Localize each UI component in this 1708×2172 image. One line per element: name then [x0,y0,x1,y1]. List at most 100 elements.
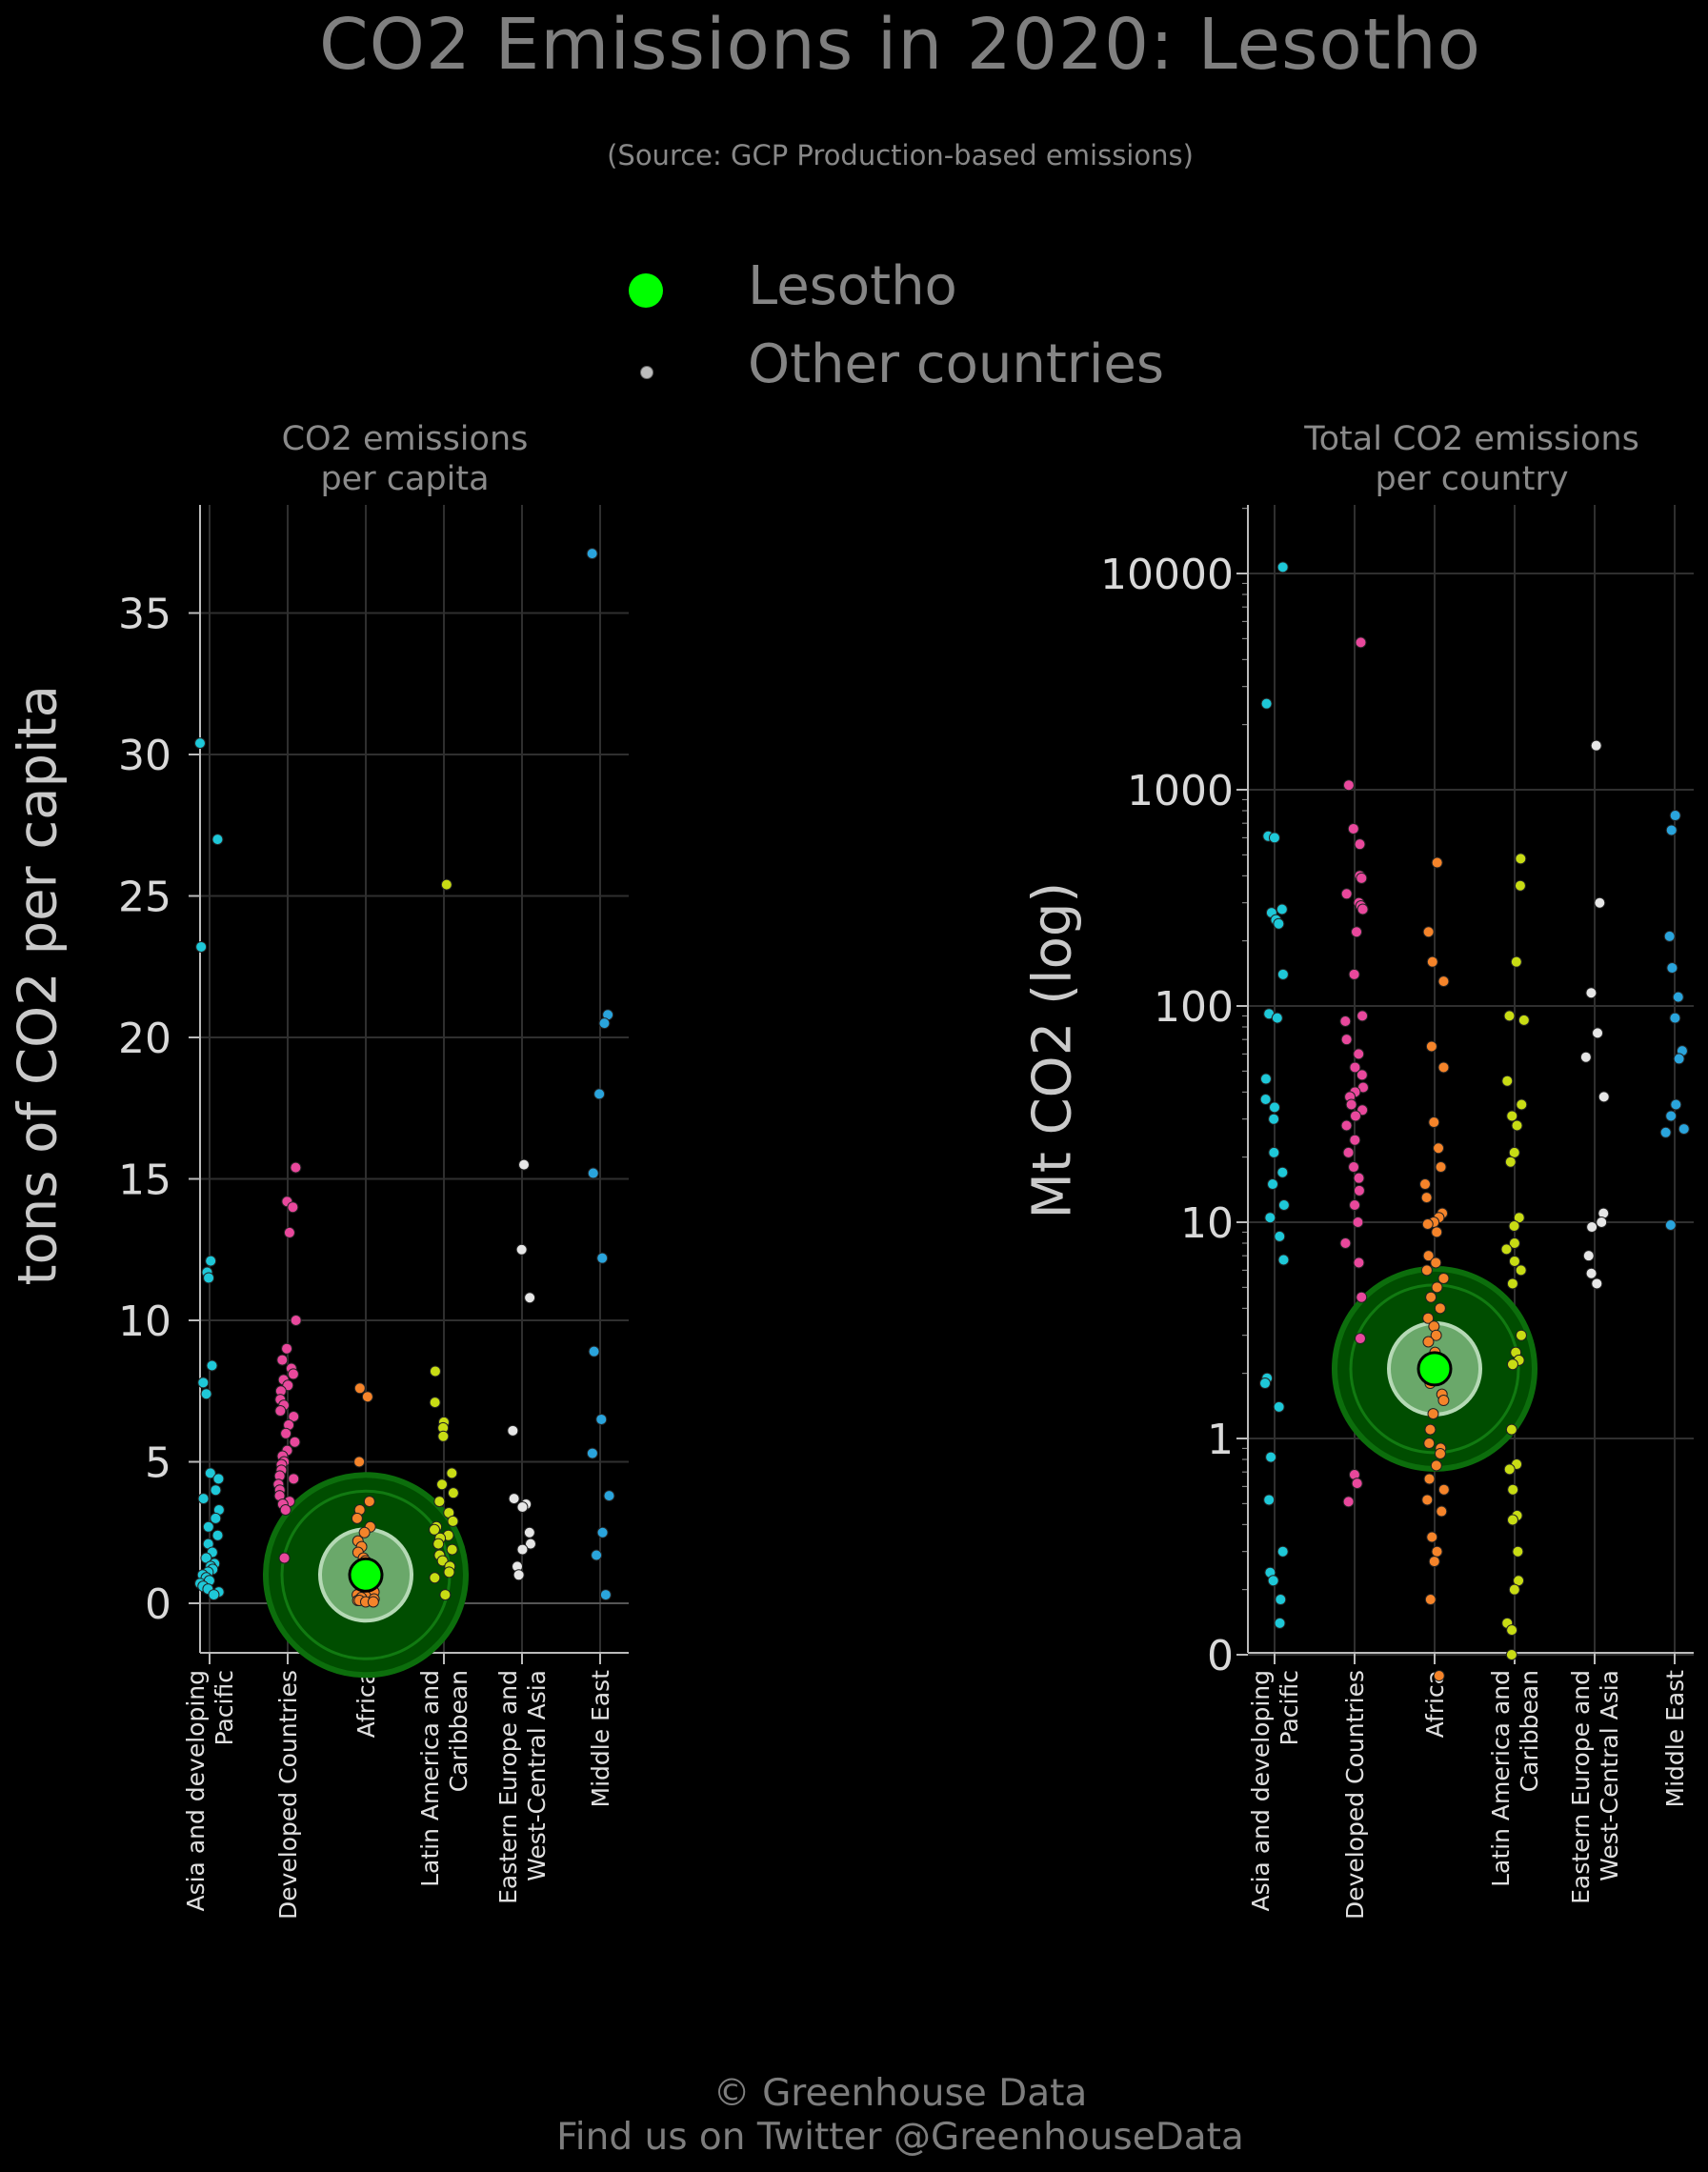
point-developed-countries [287,1201,299,1214]
panel-per-capita: 0 5 10 15 20 25 30 35 Asia and developingPacific… [118,505,629,1920]
point-developed-countries [1353,1048,1365,1060]
point-developed-countries [278,1552,291,1564]
point-latin-america-and-caribbean [437,1430,450,1442]
point-latin-america-and-caribbean [1506,1358,1518,1371]
tick-label-y-5: 5 [145,1439,171,1488]
point-developed-countries [274,1405,287,1418]
point-developed-countries [288,1473,300,1485]
point-asia-and-developing-pacific [1268,1101,1280,1114]
point-asia-and-developing-pacific [211,1529,224,1541]
point-asia-and-developing-pacific [1268,1146,1280,1158]
tick-label-x-middle-east: Middle East [587,1670,614,1808]
point-africa [361,1391,373,1403]
tick-label-y-1000: 1000 [1127,767,1234,815]
point-africa [1434,1448,1446,1460]
point-latin-america-and-caribbean [1513,1212,1525,1224]
tick-label-x-africa: Africa [352,1670,380,1738]
point-developed-countries [1349,1061,1361,1074]
point-latin-america-and-caribbean [1500,1243,1513,1256]
point-middle-east [1665,1110,1678,1122]
tick-label-x-latin-america-and-caribbean: Latin America andCaribbean [1487,1670,1543,1887]
point-middle-east [591,1549,603,1561]
point-africa [1430,1329,1442,1341]
point-eastern-europe-and-west-central-asia [1590,739,1602,752]
point-developed-countries [1356,872,1368,884]
panel-title-total-line1: Total CO2 emissions [1304,420,1639,458]
point-middle-east [1669,1012,1681,1024]
tick-label-x-africa: Africa [1421,1670,1449,1738]
point-developed-countries [1347,822,1359,835]
point-developed-countries [1356,903,1369,915]
point-latin-america-and-caribbean [1514,879,1526,892]
point-latin-america-and-caribbean [1515,853,1527,865]
point-eastern-europe-and-west-central-asia [524,1538,536,1550]
tick-label-y-15: 15 [118,1156,171,1205]
legend-other-label: Other countries [748,333,1165,395]
point-eastern-europe-and-west-central-asia [1585,1267,1597,1279]
point-africa [1424,1594,1437,1606]
point-developed-countries [1355,1333,1367,1345]
point-asia-and-developing-pacific [1276,1166,1289,1178]
point-middle-east [593,1088,606,1100]
point-africa [1433,1142,1445,1155]
point-developed-countries [1345,1098,1357,1111]
point-africa [1420,1192,1433,1204]
point-latin-america-and-caribbean [439,1589,452,1601]
point-africa [1428,1116,1440,1129]
point-eastern-europe-and-west-central-asia [518,1158,531,1171]
point-latin-america-and-caribbean [1510,955,1522,968]
point-asia-and-developing-pacific [210,1484,222,1497]
point-developed-countries [279,1503,291,1516]
point-africa [1433,1669,1445,1681]
point-middle-east [587,1167,599,1179]
tick-label-y-30: 30 [118,732,171,780]
tick-label-y-10: 10 [118,1297,171,1346]
point-developed-countries [1340,888,1353,900]
point-africa [1425,1040,1437,1053]
point-developed-countries [290,1161,302,1174]
point-latin-america-and-caribbean [1508,1237,1520,1249]
point-middle-east [586,548,598,560]
point-latin-america-and-caribbean [1506,1277,1518,1290]
point-asia-and-developing-pacific [197,1493,210,1505]
point-middle-east [588,1345,600,1358]
point-latin-america-and-caribbean [1505,1649,1517,1660]
legend-highlight-marker [629,273,663,308]
point-africa [1422,926,1435,938]
tick-label-y-10: 10 [1180,1199,1234,1248]
panel-title-per-capita: CO2 emissions per capita [243,419,567,499]
point-eastern-europe-and-west-central-asia [524,1292,536,1304]
point-asia-and-developing-pacific [1264,1212,1276,1224]
point-developed-countries [1354,838,1366,851]
point-africa [367,1596,379,1608]
point-latin-america-and-caribbean [1503,1010,1516,1022]
highlight-point [1417,1351,1453,1387]
point-asia-and-developing-pacific [1259,1378,1272,1390]
point-developed-countries [281,1342,293,1355]
point-africa [1422,1336,1435,1348]
point-asia-and-developing-pacific [1263,1494,1276,1506]
point-africa [351,1512,363,1524]
tick-label-y-0: 0 [1207,1632,1234,1680]
point-asia-and-developing-pacific [195,940,208,953]
point-developed-countries [1342,779,1355,792]
point-africa [1436,1505,1448,1518]
point-eastern-europe-and-west-central-asia [1586,1221,1598,1234]
point-africa [1425,1291,1437,1303]
point-developed-countries [1356,1291,1368,1303]
point-asia-and-developing-pacific [1275,1594,1287,1606]
point-eastern-europe-and-west-central-asia [516,1501,529,1514]
point-africa [1422,1312,1435,1324]
footer-copyright: © Greenhouse Data [713,2072,1088,2115]
point-africa [1437,1061,1450,1074]
point-latin-america-and-caribbean [429,1572,441,1584]
point-africa [1421,1494,1434,1506]
point-developed-countries [1351,1478,1363,1490]
point-developed-countries [1339,1237,1352,1249]
point-latin-america-and-caribbean [440,878,452,891]
point-eastern-europe-and-west-central-asia [516,1543,529,1556]
point-middle-east [595,1413,608,1425]
point-developed-countries [1351,926,1363,938]
point-developed-countries [1349,1134,1361,1146]
panel-title-total-line2: per country [1375,460,1569,498]
